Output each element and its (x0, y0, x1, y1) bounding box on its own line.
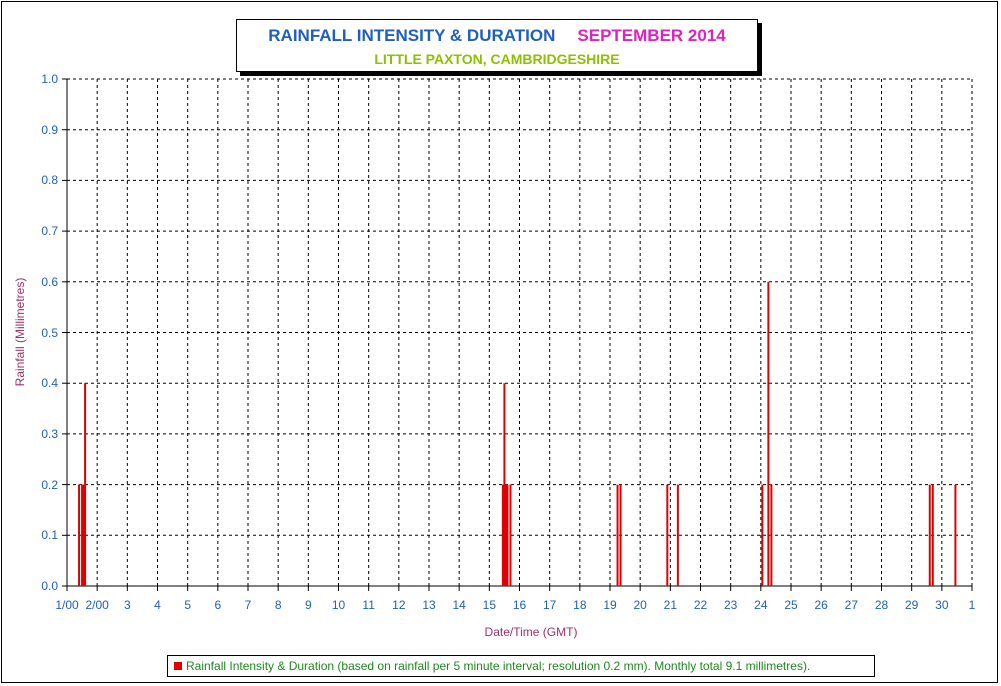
rainfall-bar (928, 484, 931, 586)
x-tick-label: 17 (542, 598, 557, 612)
x-tick-label: 3 (123, 598, 131, 612)
rainfall-bar (503, 383, 506, 586)
x-tick-label: 20 (633, 598, 647, 612)
chart-legend: Rainfall Intensity & Duration (based on … (167, 655, 875, 677)
x-tick-label: 27 (844, 598, 859, 612)
y-tick-label: 0.8 (41, 173, 58, 188)
x-tick-label: 18 (573, 598, 587, 612)
rainfall-bar (954, 484, 957, 586)
x-tick-label: 1/00 (55, 598, 79, 612)
rainfall-bar (509, 484, 512, 586)
rainfall-bar (78, 484, 81, 586)
chart-title: RAINFALL INTENSITY & DURATION SEPTEMBER 2… (237, 26, 757, 46)
x-tick-label: 30 (935, 598, 949, 612)
rainfall-bar (616, 484, 619, 586)
legend-swatch (174, 662, 182, 670)
rainfall-bar (81, 484, 84, 586)
chart-title-month: SEPTEMBER 2014 (577, 26, 726, 45)
rainfall-bar (504, 484, 507, 586)
rainfall-bar (770, 484, 773, 586)
chart-title-box: RAINFALL INTENSITY & DURATION SEPTEMBER 2… (236, 19, 758, 72)
rainfall-bar (84, 383, 87, 586)
x-tick-label: 22 (693, 598, 708, 612)
x-tick-label: 8 (274, 598, 282, 612)
x-tick-label: 6 (214, 598, 222, 612)
y-tick-label: 1.0 (41, 72, 58, 86)
x-tick-label: 5 (184, 598, 191, 612)
y-axis-label: Rainfall (Millimetres) (13, 277, 27, 387)
x-tick-label: 4 (154, 598, 161, 612)
x-tick-label: 16 (512, 598, 527, 612)
x-tick-label: 14 (452, 598, 466, 612)
x-tick-label: 19 (603, 598, 617, 612)
y-tick-label: 0.3 (41, 426, 58, 441)
x-tick-label: 25 (784, 598, 798, 612)
y-tick-label: 0.0 (41, 579, 58, 593)
chart-subtitle: LITTLE PAXTON, CAMBRIDGESHIRE (374, 51, 620, 67)
x-tick-label: 23 (723, 598, 738, 612)
rainfall-bar (82, 484, 85, 586)
chart-title-main: RAINFALL INTENSITY & DURATION (268, 26, 556, 45)
y-tick-label: 0.2 (41, 477, 58, 492)
x-axis-label: Date/Time (GMT) (484, 625, 578, 639)
x-tick-label: 13 (422, 598, 436, 612)
rainfall-bar (761, 484, 764, 586)
y-tick-label: 0.7 (41, 224, 58, 239)
x-tick-label: 24 (754, 598, 768, 612)
rainfall-bar (501, 484, 504, 586)
rainfall-bar (676, 484, 679, 586)
x-tick-label: 21 (663, 598, 678, 612)
x-tick-label: 1 (968, 598, 976, 612)
x-tick-label: 11 (362, 598, 375, 612)
x-tick-label: 9 (304, 598, 312, 612)
x-tick-label: 29 (904, 598, 919, 612)
y-tick-label: 0.9 (41, 122, 58, 137)
y-tick-label: 0.1 (41, 528, 58, 543)
x-tick-label: 26 (814, 598, 828, 612)
x-tick-label: 12 (392, 598, 406, 612)
rainfall-bar (767, 281, 770, 586)
x-tick-label: 28 (874, 598, 889, 612)
y-tick-label: 0.6 (41, 274, 58, 289)
rainfall-bar (506, 484, 509, 586)
x-tick-label: 10 (331, 598, 346, 612)
y-tick-label: 0.4 (41, 376, 58, 391)
legend-label: Rainfall Intensity & Duration (based on … (186, 659, 811, 673)
rainfall-bar (619, 484, 622, 586)
x-tick-label: 15 (482, 598, 497, 612)
x-tick-label: 2/00 (85, 598, 109, 612)
rainfall-bar (931, 484, 934, 586)
x-tick-label: 7 (244, 598, 252, 612)
y-tick-label: 0.5 (41, 325, 58, 340)
rainfall-bar (666, 484, 669, 586)
